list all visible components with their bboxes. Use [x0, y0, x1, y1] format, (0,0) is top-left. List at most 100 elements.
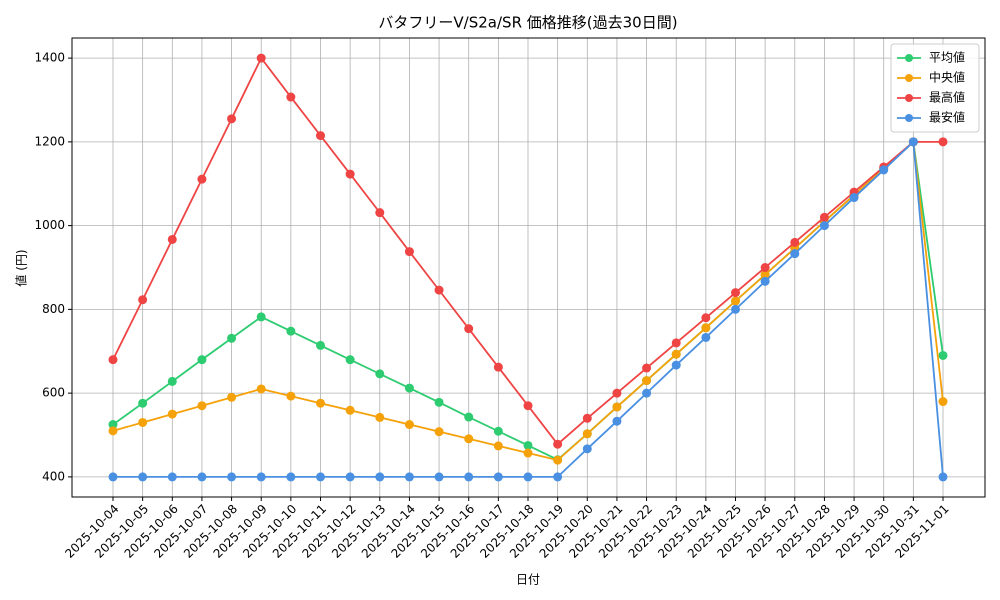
data-point	[523, 401, 533, 411]
data-point	[701, 313, 711, 323]
data-point	[108, 420, 118, 430]
data-point	[464, 472, 474, 482]
data-point	[167, 409, 177, 419]
data-point	[701, 332, 711, 342]
data-point	[404, 420, 414, 430]
data-point	[938, 137, 948, 147]
data-point	[582, 429, 592, 439]
data-point	[375, 412, 385, 422]
data-point	[167, 234, 177, 244]
data-point	[167, 472, 177, 482]
data-point	[849, 193, 859, 203]
data-point	[938, 472, 948, 482]
data-point	[256, 384, 266, 394]
data-point	[493, 426, 503, 436]
data-point	[493, 362, 503, 372]
data-point	[434, 472, 444, 482]
data-point	[553, 439, 563, 449]
y-axis-label: 値 (円)	[14, 249, 29, 286]
data-point	[464, 324, 474, 334]
data-point	[138, 398, 148, 408]
y-tick-label: 1000	[34, 218, 65, 232]
y-tick-label: 1200	[34, 134, 65, 148]
data-point	[819, 212, 829, 222]
legend-box	[890, 43, 980, 133]
y-tick-label: 600	[42, 386, 65, 400]
data-point	[523, 448, 533, 458]
data-point	[167, 376, 177, 386]
data-point	[197, 472, 207, 482]
data-point	[790, 237, 800, 247]
data-point	[819, 221, 829, 231]
data-point	[642, 388, 652, 398]
data-point	[760, 270, 770, 280]
data-point	[197, 401, 207, 411]
data-point	[375, 369, 385, 379]
plot-frame	[71, 37, 986, 498]
legend-label: 最高値	[929, 90, 965, 105]
data-point	[286, 391, 296, 401]
legend-marker	[905, 54, 913, 62]
data-point	[197, 174, 207, 184]
data-point	[316, 131, 325, 141]
data-point	[138, 295, 148, 305]
data-point	[731, 288, 740, 298]
data-point	[612, 416, 622, 426]
data-point	[701, 323, 711, 333]
data-point	[879, 165, 889, 175]
data-point	[286, 92, 296, 102]
data-point	[612, 388, 622, 398]
data-point	[108, 472, 118, 482]
data-point	[404, 383, 414, 393]
data-point	[493, 441, 503, 451]
data-point	[434, 397, 444, 407]
data-point	[493, 472, 503, 482]
data-point	[523, 472, 533, 482]
data-point	[642, 376, 652, 386]
data-point	[404, 472, 414, 482]
data-point	[908, 137, 918, 147]
data-point	[197, 355, 207, 365]
data-point	[227, 392, 237, 402]
data-point	[523, 440, 533, 450]
data-point	[227, 472, 237, 482]
legend-marker	[905, 114, 913, 122]
data-point	[404, 247, 414, 257]
data-point	[434, 285, 444, 295]
legend-marker	[905, 74, 913, 82]
data-point	[612, 402, 622, 412]
legend-label: 平均値	[929, 50, 965, 65]
data-point	[464, 434, 474, 444]
x-axis-label: 日付	[516, 573, 540, 587]
data-point	[316, 340, 325, 350]
legend-marker	[905, 94, 913, 102]
data-point	[731, 304, 740, 314]
data-point	[138, 417, 148, 427]
data-point	[286, 472, 296, 482]
y-tick-label: 800	[42, 302, 65, 316]
y-tick-label: 1400	[34, 51, 65, 65]
data-point	[642, 363, 652, 373]
data-point	[553, 472, 563, 482]
data-point	[227, 333, 237, 343]
data-point	[938, 350, 948, 360]
data-point	[375, 472, 385, 482]
legend-label: 中央値	[929, 70, 965, 85]
data-point	[108, 426, 118, 436]
data-point	[790, 249, 800, 259]
data-point	[731, 296, 740, 306]
data-point	[227, 114, 237, 124]
data-point	[760, 276, 770, 286]
data-point	[316, 398, 325, 408]
data-point	[760, 263, 770, 272]
data-point	[671, 338, 681, 348]
legend-label: 最安値	[929, 110, 965, 125]
data-point	[138, 472, 148, 482]
y-tick-label: 400	[42, 469, 65, 483]
data-point	[286, 326, 296, 336]
data-point	[434, 427, 444, 437]
data-point	[938, 397, 948, 407]
data-point	[375, 208, 385, 218]
